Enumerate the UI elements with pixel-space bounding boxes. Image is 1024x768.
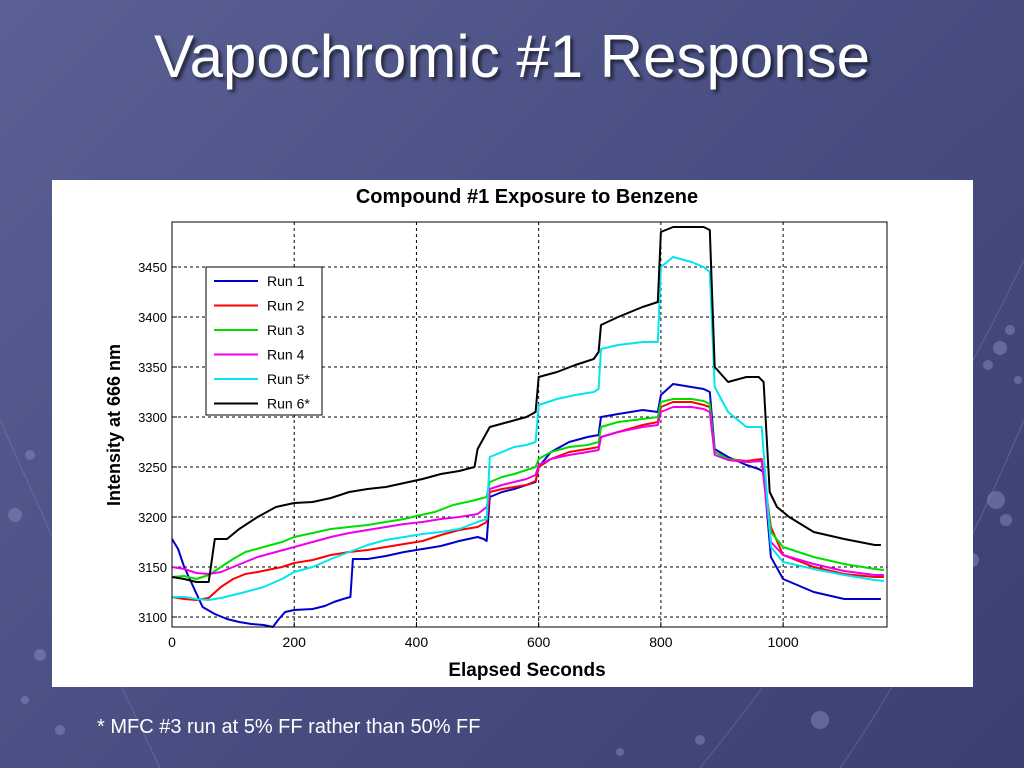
series-line-run-2 [171, 401, 884, 601]
series-lines [171, 226, 885, 628]
chart-panel: Compound #1 Exposure to Benzene 0 200 400 6… [52, 180, 973, 687]
legend-box [205, 266, 323, 416]
y-tick-label: 3400 [138, 310, 167, 325]
legend-label: Run 3 [267, 322, 305, 338]
y-tick-label: 3450 [138, 260, 167, 275]
x-axis-label: Elapsed Seconds [448, 660, 605, 681]
series-line-run-5 [172, 256, 885, 601]
series-line-run-6 [171, 226, 881, 583]
legend-label: Run 6* [267, 396, 310, 412]
legend-label: Run 2 [267, 298, 305, 314]
legend-label: Run 4 [267, 347, 305, 363]
x-tick-label: 400 [405, 634, 429, 650]
line-chart: Compound #1 Exposure to Benzene 0 200 400 6… [104, 186, 888, 681]
y-tick-label: 3200 [138, 510, 167, 525]
x-tick-label: 1000 [768, 634, 799, 650]
y-tick-label: 3350 [138, 360, 167, 375]
y-tick-label: 3150 [138, 560, 167, 575]
legend: Run 1 Run 2 Run 3 Run 4 Run 5* Run 6* [205, 266, 323, 416]
chart-title: Compound #1 Exposure to Benzene [356, 186, 698, 208]
series-line-run-4 [171, 406, 884, 576]
y-tick-label: 3100 [138, 610, 167, 625]
y-tick-label: 3300 [138, 410, 167, 425]
x-tick-label: 600 [527, 634, 551, 650]
y-tick-label: 3250 [138, 460, 167, 475]
slide-title: Vapochromic #1 Response [154, 23, 870, 90]
x-tick-label: 800 [649, 634, 673, 650]
legend-label: Run 5* [267, 371, 310, 387]
y-axis-label: Intensity at 666 nm [104, 344, 124, 506]
x-tick-label: 0 [168, 634, 176, 650]
legend-label: Run 1 [267, 273, 305, 289]
axis-ticks: 0 200 400 600 800 1000 3100 3150 3200 3250 3300 335… [138, 260, 799, 650]
series-line-run-3 [171, 398, 885, 580]
footnote: * MFC #3 run at 5% FF rather than 50% FF [97, 716, 481, 738]
plot-frame [171, 221, 888, 628]
x-tick-label: 200 [283, 634, 307, 650]
